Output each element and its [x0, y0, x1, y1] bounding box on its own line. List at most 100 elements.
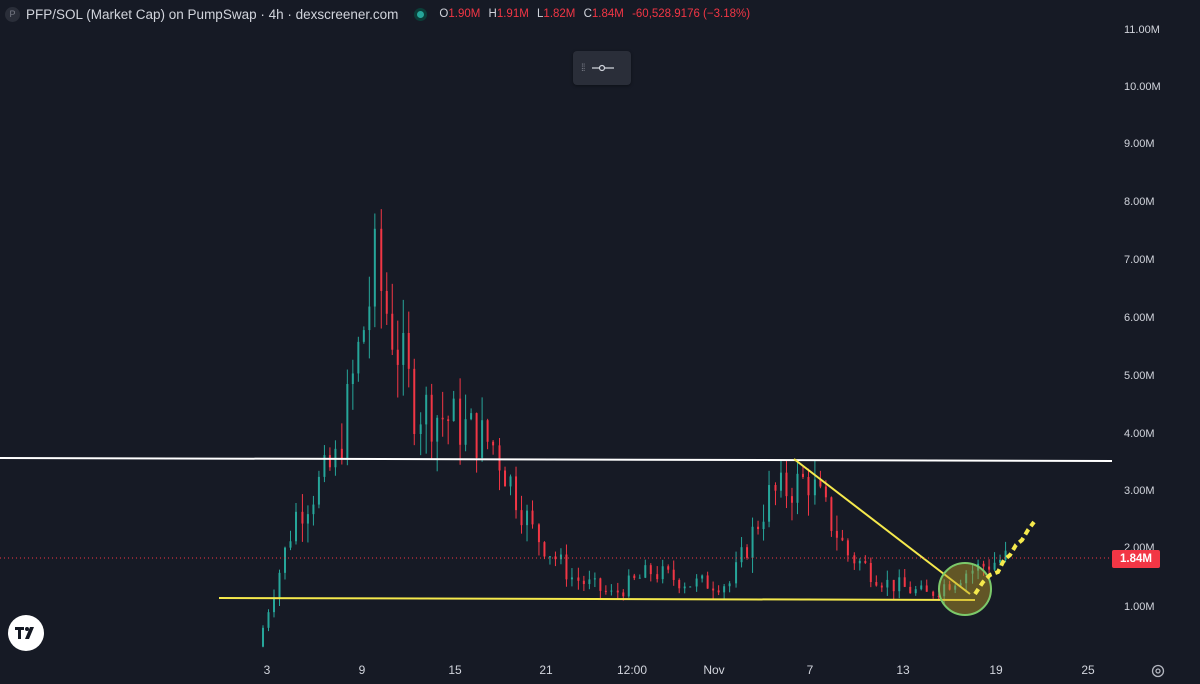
candle-body [846, 540, 849, 556]
time-tick: 15 [448, 663, 462, 677]
candle-body [351, 373, 354, 385]
price-tick: 6.00M [1124, 312, 1155, 324]
price-tick: 7.00M [1124, 254, 1155, 266]
floating-drawing-toolbar[interactable]: ⁞⁞ [573, 51, 631, 85]
candle-body [328, 455, 331, 468]
breakout-circle[interactable] [938, 562, 992, 616]
candle-body [712, 588, 715, 591]
candle-body [678, 579, 681, 589]
candle-body [683, 586, 686, 589]
time-tick: 3 [263, 663, 271, 677]
tradingview-logo-icon[interactable] [8, 615, 44, 651]
candle-body [672, 569, 675, 580]
candle-body [723, 586, 726, 593]
symbol-title[interactable]: PFP/SOL (Market Cap) on PumpSwap · 4h · … [26, 6, 399, 22]
candle-body [785, 472, 788, 497]
candle-body [999, 559, 1002, 563]
candle-body [430, 394, 433, 442]
support-line[interactable] [218, 597, 976, 601]
candle-body [520, 510, 523, 526]
candle-body [819, 479, 822, 487]
candle-body [898, 577, 901, 592]
candle-body [875, 582, 878, 586]
horizontal-ray-icon[interactable] [591, 63, 615, 73]
candle-body [570, 577, 573, 580]
candle-body [593, 578, 596, 580]
close-key: C [583, 8, 592, 20]
candle-body [735, 562, 738, 584]
time-tick: 7 [806, 663, 814, 677]
candle-body [790, 496, 793, 503]
candle-body [407, 332, 410, 369]
candle-body [509, 476, 512, 487]
candle-body [909, 586, 912, 594]
price-tick: 3.00M [1124, 485, 1155, 497]
candle-body [543, 542, 546, 557]
resistance-line[interactable] [0, 457, 1113, 462]
settings-gear-icon[interactable] [1150, 663, 1166, 679]
candle-body [385, 290, 388, 314]
low-value: 1.82M [543, 8, 576, 20]
candle-body [869, 562, 872, 583]
candle-body [402, 332, 405, 365]
descending-trendline[interactable] [793, 458, 971, 595]
candle-body [622, 592, 625, 597]
candle-body [880, 585, 883, 588]
candle-body [864, 560, 867, 563]
candle-body [656, 574, 659, 580]
candle-body [774, 485, 777, 491]
candle-body [993, 562, 996, 570]
candle-body [892, 579, 895, 592]
candle-body [841, 537, 844, 541]
candle-body [464, 419, 467, 445]
price-tick: 11.00M [1124, 24, 1160, 36]
market-status-icon[interactable] [414, 7, 428, 21]
candle-body [340, 448, 343, 458]
candle-body [757, 526, 760, 530]
candle-body [740, 547, 743, 563]
candle-body [768, 485, 771, 522]
candle-body [582, 580, 585, 585]
candle-body [661, 566, 664, 580]
candle-body [717, 590, 720, 593]
candle-body [419, 424, 422, 435]
candle-body [886, 579, 889, 588]
candle-body [638, 577, 641, 579]
candle-body [610, 590, 613, 592]
candle-body [599, 578, 602, 591]
candle-body [835, 530, 838, 538]
candle-body [565, 554, 568, 580]
current-price-badge: 1.84M [1112, 550, 1160, 568]
token-logo-icon: P [5, 6, 20, 22]
candle-body [481, 420, 484, 458]
high-key: H [488, 8, 497, 20]
candle-body [267, 612, 270, 628]
candle-body [604, 590, 607, 592]
time-tick: 19 [989, 663, 1003, 677]
candle-body [982, 563, 985, 567]
candle-body [301, 511, 304, 524]
candle-body [486, 420, 489, 442]
candle-body [627, 575, 630, 597]
candle-body [954, 585, 957, 590]
candle-body [959, 583, 962, 586]
drag-handle-icon[interactable]: ⁞⁞ [581, 62, 585, 74]
candle-body [925, 585, 928, 592]
time-tick: 12:00 [616, 663, 648, 677]
close-value: 1.84M [591, 8, 624, 20]
candle-body [903, 577, 906, 587]
price-tick: 10.00M [1124, 81, 1161, 93]
candle-body [284, 547, 286, 573]
candle-body [695, 578, 698, 587]
candle-body [824, 486, 827, 498]
price-tick: 4.00M [1124, 428, 1155, 440]
candle-body [323, 455, 326, 477]
candle-body [751, 526, 754, 558]
candle-body [1004, 550, 1007, 560]
projection-path[interactable] [973, 520, 1036, 596]
candle-body [537, 524, 540, 543]
candle-body [633, 575, 636, 579]
candle-body [853, 555, 856, 564]
candle-body [649, 565, 652, 575]
